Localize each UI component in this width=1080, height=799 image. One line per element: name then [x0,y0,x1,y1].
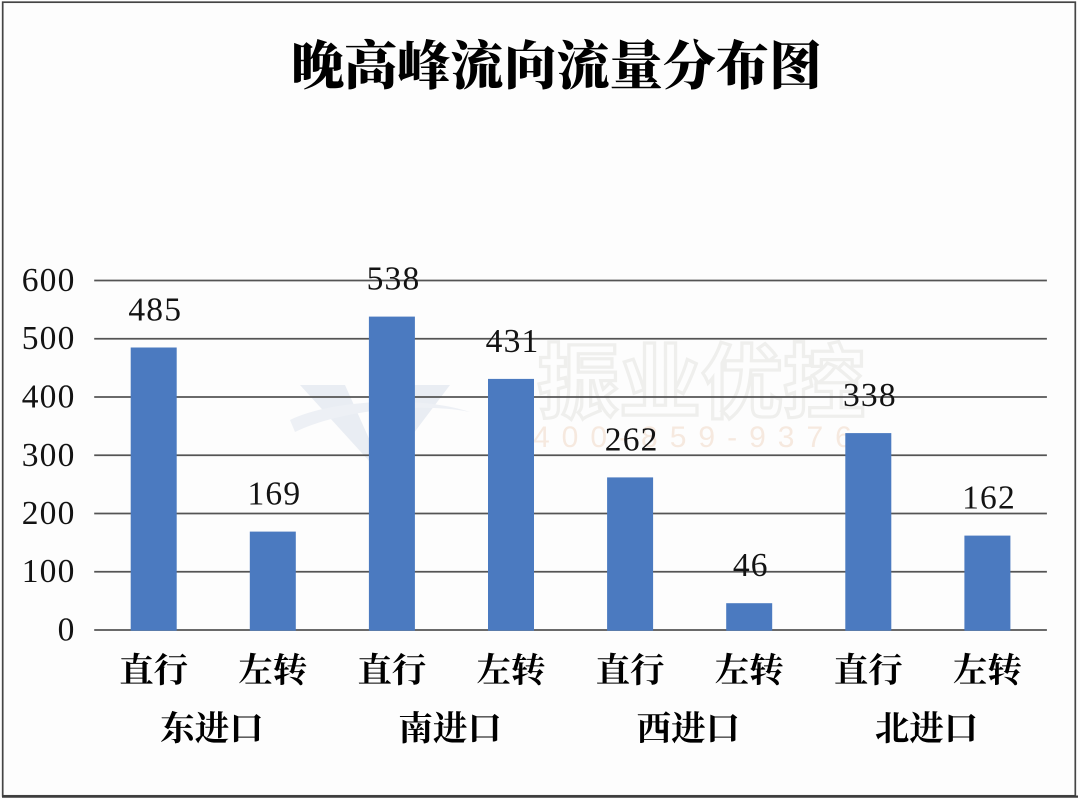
svg-text:162: 162 [962,480,1016,517]
svg-text:0: 0 [58,612,76,649]
svg-text:169: 169 [247,476,301,513]
svg-text:262: 262 [605,421,659,458]
svg-text:485: 485 [128,292,182,329]
svg-text:400-859-9376: 400-859-9376 [533,421,864,454]
svg-text:600: 600 [22,262,76,299]
svg-text:538: 538 [367,261,421,298]
svg-text:431: 431 [486,323,540,360]
svg-text:100: 100 [22,553,76,590]
svg-text:46: 46 [733,547,769,584]
svg-text:400: 400 [22,379,76,416]
svg-text:300: 300 [22,437,76,474]
svg-text:500: 500 [22,320,76,357]
svg-text:338: 338 [843,377,897,414]
svg-text:200: 200 [22,495,76,532]
